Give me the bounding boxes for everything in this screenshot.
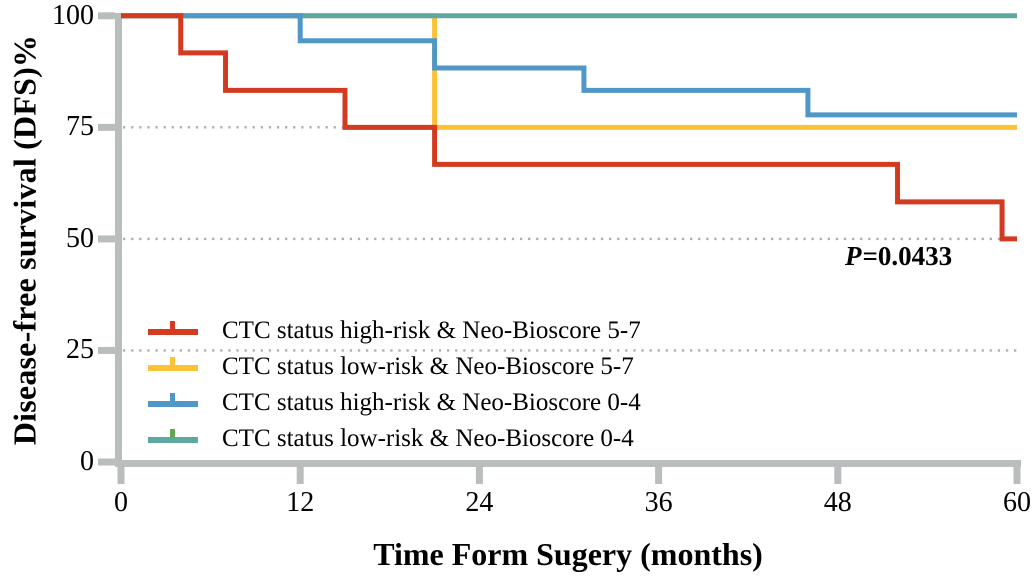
legend-line-censor-icon — [148, 392, 198, 413]
p-symbol: P — [845, 241, 862, 271]
y-tick-label-0: 0 — [80, 446, 94, 477]
legend-label: CTC status low-risk & Neo-Bioscore 0-4 — [222, 425, 634, 452]
legend-line-censor-icon — [148, 428, 198, 449]
axes — [98, 12, 1021, 484]
legend-line-censor-icon — [148, 356, 198, 377]
y-tick-label-50: 50 — [66, 222, 94, 254]
legend: CTC status high-risk & Neo-Bioscore 5-7 C… — [148, 317, 641, 461]
y-tick-75 — [98, 123, 115, 131]
legend-item-0: CTC status high-risk & Neo-Bioscore 5-7 — [148, 317, 641, 344]
legend-item-3: CTC status low-risk & Neo-Bioscore 0-4 — [148, 425, 641, 452]
legend-item-1: CTC status low-risk & Neo-Bioscore 5-7 — [148, 353, 641, 380]
censor-tick-icon — [170, 392, 175, 404]
survival-curves — [121, 13, 1017, 242]
legend-line-censor-icon — [148, 320, 198, 341]
x-axis-line — [115, 460, 1021, 467]
y-tick-label-100: 100 — [52, 0, 94, 31]
y-tick-label-75: 75 — [66, 111, 94, 143]
y-axis-line — [115, 13, 122, 467]
censor-tick-icon — [170, 356, 175, 368]
p-number: =0.0433 — [862, 241, 953, 271]
curve-ctc-high-risk-neo-bioscore-5-7 — [121, 13, 1017, 242]
x-tick-label-36: 36 — [644, 487, 673, 518]
y-tick-25 — [98, 346, 115, 354]
x-tick-label-60: 60 — [1003, 487, 1031, 518]
x-tick-label-0: 0 — [114, 487, 128, 518]
x-axis-title: Time Form Sugery (months) — [373, 536, 763, 572]
y-tick-50 — [98, 235, 115, 243]
x-tick-24 — [475, 467, 483, 484]
y-tick-100 — [98, 12, 115, 20]
y-tick-label-25: 25 — [66, 334, 94, 366]
x-tick-label-24: 24 — [465, 487, 494, 518]
x-tick-48 — [834, 467, 842, 484]
x-tick-label-48: 48 — [823, 487, 852, 518]
legend-line-swatch — [148, 436, 198, 443]
legend-label: CTC status high-risk & Neo-Bioscore 0-4 — [222, 389, 641, 416]
p-value-annotation: P=0.0433 — [845, 240, 952, 272]
legend-line-swatch — [148, 364, 198, 371]
legend-label: CTC status low-risk & Neo-Bioscore 5-7 — [222, 353, 634, 380]
legend-item-2: CTC status high-risk & Neo-Bioscore 0-4 — [148, 389, 641, 416]
censor-tick-icon — [170, 428, 175, 440]
censor-tick-icon — [170, 320, 175, 332]
curve-ctc-high-risk-neo-bioscore-0-4 — [121, 13, 1017, 118]
x-tick-label-12: 12 — [286, 487, 315, 518]
legend-line-swatch — [148, 400, 198, 407]
x-tick-36 — [655, 467, 663, 484]
legend-label: CTC status high-risk & Neo-Bioscore 5-7 — [222, 317, 641, 344]
y-tick-0 — [98, 458, 115, 466]
legend-line-swatch — [148, 328, 198, 335]
curve-ctc-low-risk-neo-bioscore-5-7 — [121, 13, 1017, 130]
x-tick-12 — [296, 467, 304, 484]
x-tick-0 — [117, 467, 125, 484]
x-tick-60 — [1013, 467, 1021, 484]
